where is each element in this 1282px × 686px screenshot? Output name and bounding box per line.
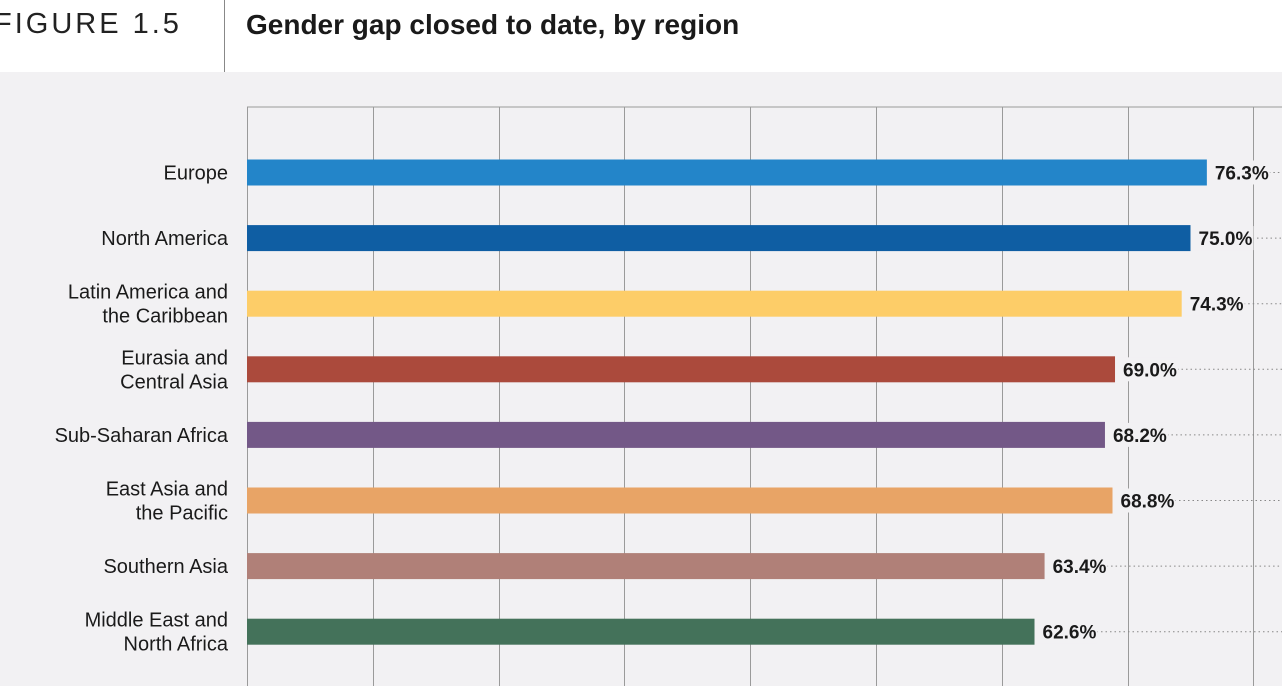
value-label-background <box>1184 291 1245 316</box>
bar <box>247 553 1045 580</box>
bar <box>247 487 1113 514</box>
category-label: Eurasia and Central Asia <box>120 347 229 393</box>
category-label: North America <box>101 228 229 250</box>
bars <box>247 159 1282 645</box>
value-label-background <box>1209 160 1270 185</box>
category-label: Latin America and the Caribbean <box>68 282 228 328</box>
value-label-background <box>1037 619 1098 644</box>
bar <box>247 356 1116 383</box>
bar <box>247 159 1207 186</box>
category-label: Sub-Saharan Africa <box>55 425 229 447</box>
value-label: 63.4% <box>1053 557 1107 578</box>
value-label: 62.6% <box>1043 623 1097 644</box>
figure-number: FIGURE 1.5 <box>0 8 182 40</box>
chart-title: Gender gap closed to date, by region <box>246 9 740 40</box>
value-label: 74.3% <box>1190 295 1244 316</box>
value-label-background <box>1118 357 1179 382</box>
value-label: 69.0% <box>1123 360 1177 381</box>
category-label: East Asia and the Pacific <box>106 479 228 525</box>
bar <box>247 225 1191 252</box>
value-label-background <box>1115 488 1176 513</box>
bar <box>247 290 1182 317</box>
value-label: 76.3% <box>1215 164 1269 185</box>
value-label: 68.2% <box>1113 426 1167 447</box>
value-labels: 76.3% 75.0% 74.3% 69.0% 68.2% 68.8% 63.4% 62.6% <box>1037 160 1270 644</box>
category-label: Southern Asia <box>103 556 228 578</box>
gridlines <box>247 106 1282 686</box>
bar <box>247 618 1035 645</box>
header-divider <box>224 0 225 72</box>
category-label: Middle East and North Africa <box>85 610 229 656</box>
figure-header: FIGURE 1.5 Gender gap closed to date, by… <box>0 0 1282 72</box>
category-label: Europe <box>164 163 229 185</box>
value-label-background <box>1047 554 1108 579</box>
value-label-background <box>1107 422 1168 447</box>
value-label-background <box>1193 226 1254 251</box>
category-labels: Europe North America Latin America and the … <box>55 163 229 656</box>
value-label: 75.0% <box>1199 229 1253 250</box>
value-label: 68.8% <box>1121 492 1175 513</box>
bar <box>247 421 1105 448</box>
